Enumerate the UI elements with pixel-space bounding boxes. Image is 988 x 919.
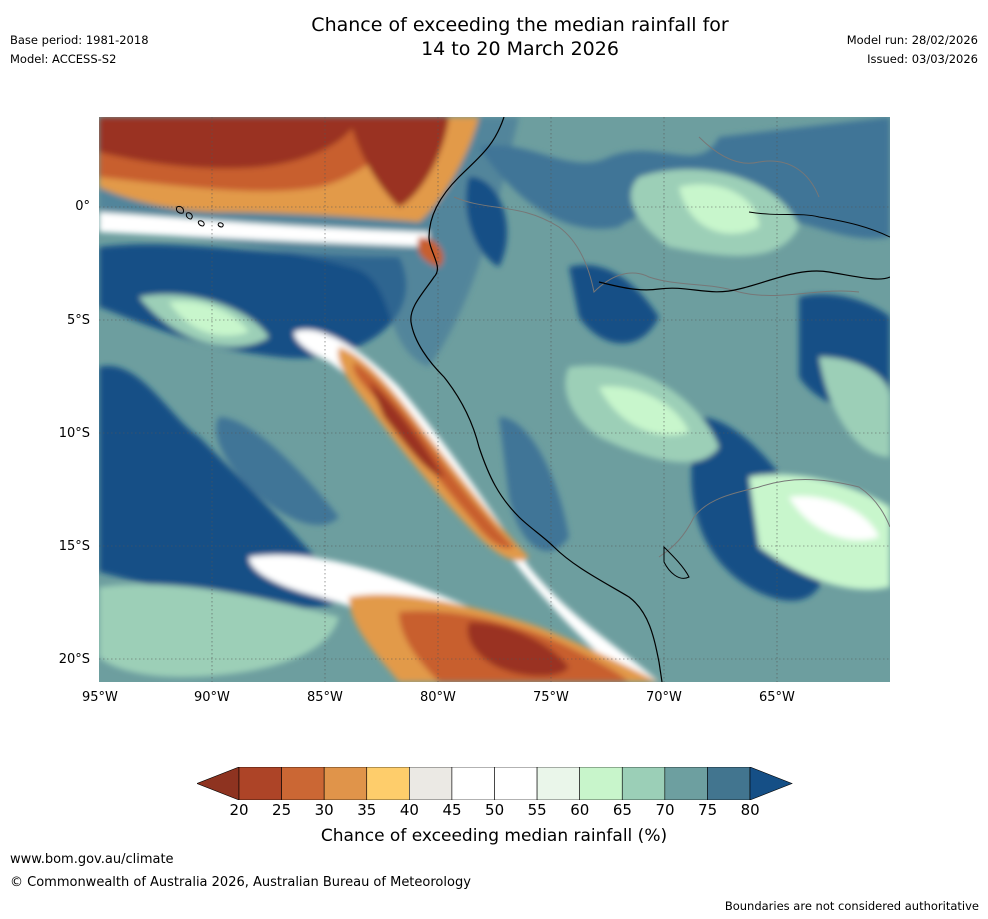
colorbar-segment xyxy=(664,766,708,801)
issued-date: Issued: 03/03/2026 xyxy=(867,52,978,66)
lat-label-20s: 20°S xyxy=(58,652,90,667)
colorbar-tick: 20 xyxy=(229,801,249,819)
colorbar-segment xyxy=(366,766,410,801)
colorbar-tick: 80 xyxy=(740,801,760,819)
colorbar-tick: 45 xyxy=(442,801,462,819)
colorbar-segment xyxy=(238,766,282,801)
probability-fill xyxy=(99,117,890,682)
map-canvas xyxy=(99,117,890,682)
border-peru-bolivia xyxy=(658,479,890,558)
lake-titicaca xyxy=(663,545,690,579)
lat-label-5s: 5°S xyxy=(66,313,90,328)
colorbar-tick: 60 xyxy=(570,801,590,819)
river-north xyxy=(748,211,890,238)
colorbar-segment xyxy=(281,766,325,801)
colorbar-tick: 30 xyxy=(314,801,334,819)
colorbar-tick: 65 xyxy=(612,801,632,819)
colorbar-tick: 55 xyxy=(527,801,547,819)
colorbar-tick: 35 xyxy=(357,801,377,819)
colorbar-low-arrow xyxy=(196,766,240,801)
colorbar-tick: 75 xyxy=(698,801,718,819)
lon-label-80w: 80°W xyxy=(420,690,456,705)
colorbar-segment xyxy=(494,766,538,801)
coastline xyxy=(410,117,663,682)
lon-label-95w: 95°W xyxy=(82,690,118,705)
website-link[interactable]: www.bom.gov.au/climate xyxy=(10,852,174,867)
model-name: Model: ACCESS-S2 xyxy=(10,52,117,66)
colorbar xyxy=(196,766,793,801)
colorbar-segment xyxy=(409,766,453,801)
colorbar-segment xyxy=(323,766,368,801)
lat-label-10s: 10°S xyxy=(58,426,90,441)
map-title: Chance of exceeding the median rainfall … xyxy=(0,13,988,61)
border-ecuador-peru xyxy=(453,196,860,297)
boundary-disclaimer: Boundaries are not considered authoritat… xyxy=(724,899,979,913)
model-run: Model run: 28/02/2026 xyxy=(846,33,978,47)
rainfall-probability-map xyxy=(99,117,890,682)
colorbar-segment xyxy=(536,766,580,801)
colorbar-tick: 50 xyxy=(485,801,505,819)
lon-label-70w: 70°W xyxy=(646,690,682,705)
colorbar-segment xyxy=(579,766,623,801)
lon-label-75w: 75°W xyxy=(533,690,569,705)
colorbar-segment xyxy=(451,766,495,801)
colorbar-segment xyxy=(621,766,666,801)
colorbar-ticks: 20 25 30 35 40 45 50 55 60 65 70 75 80 xyxy=(229,801,759,821)
galapagos-islands xyxy=(176,206,224,228)
colorbar-tick: 25 xyxy=(272,801,292,819)
amazon-river xyxy=(598,270,890,293)
colorbar-tick: 70 xyxy=(655,801,675,819)
lat-label-15s: 15°S xyxy=(58,539,90,554)
title-line-1: Chance of exceeding the median rainfall … xyxy=(311,14,729,36)
colorbar-high-arrow xyxy=(749,766,793,801)
border-colombia xyxy=(698,136,820,198)
copyright-notice: © Commonwealth of Australia 2026, Austra… xyxy=(10,875,471,890)
colorbar-graphic xyxy=(196,766,793,801)
lon-label-90w: 90°W xyxy=(194,690,230,705)
title-line-2: 14 to 20 March 2026 xyxy=(421,38,619,60)
colorbar-segment xyxy=(707,766,751,801)
base-period: Base period: 1981-2018 xyxy=(10,33,149,47)
lat-label-0: 0° xyxy=(75,199,90,214)
lon-label-65w: 65°W xyxy=(759,690,795,705)
colorbar-tick: 40 xyxy=(399,801,419,819)
colorbar-title: Chance of exceeding median rainfall (%) xyxy=(320,826,668,846)
lon-label-85w: 85°W xyxy=(307,690,343,705)
